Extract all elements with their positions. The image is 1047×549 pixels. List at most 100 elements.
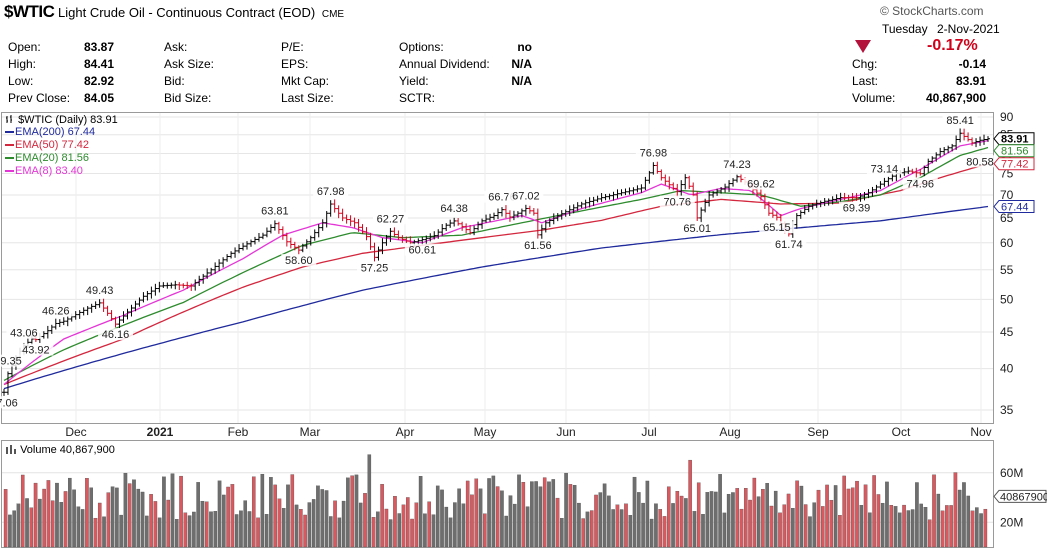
svg-text:40867900: 40867900 <box>1000 491 1047 503</box>
quote3-label-1: EPS: <box>281 57 309 71</box>
quote4-label-0: Options: <box>399 40 444 54</box>
annotation-bg-11 <box>372 212 408 225</box>
month-label-2: Feb <box>228 425 249 439</box>
quote3-label-2: Mkt Cap: <box>281 74 330 88</box>
price-annotation-15: 67.02 <box>512 190 540 202</box>
quote4-value-1: N/A <box>511 57 532 71</box>
price-annotation-26: 74.96 <box>907 179 935 191</box>
axis-tag-2: 77.42 <box>993 157 1035 171</box>
month-label-4: Apr <box>396 425 415 439</box>
annotation-bg-25 <box>866 162 902 175</box>
quote5-value-1: 83.91 <box>955 74 986 88</box>
down-arrow-icon <box>855 40 871 53</box>
price-annotation-22: 65.15 <box>763 222 791 234</box>
annotation-bg-10 <box>356 261 392 274</box>
quote4-label-3: SCTR: <box>399 91 435 105</box>
price-tick-65: 65 <box>1000 211 1014 225</box>
annotation-bg-18 <box>659 195 695 208</box>
price-annotation-7: 63.81 <box>261 206 289 218</box>
ema-legend: EMA(200) 67.44 EMA(50) 77.42 EMA(20) 81.56… <box>5 126 95 178</box>
month-label-7: Jul <box>641 425 656 439</box>
price-tick-35: 35 <box>1000 403 1014 417</box>
ohlc-bars-icon <box>5 115 15 124</box>
ema-legend-swatch-0 <box>5 131 14 134</box>
price-annotation-10: 57.25 <box>361 262 389 274</box>
axis-tag-0: 83.91 <box>993 132 1035 146</box>
chart-header-title: $WTIC Light Crude Oil - Continuous Contr… <box>4 2 344 22</box>
annotation-bg-21 <box>743 177 779 190</box>
annotation-bg-26 <box>902 177 938 190</box>
svg-text:83.91: 83.91 <box>1001 134 1029 146</box>
annotation-bg-9 <box>313 185 349 198</box>
quote-value-1: 84.41 <box>84 57 115 71</box>
price-annotation-24: 69.39 <box>843 203 871 215</box>
quote2-label-2: Bid: <box>164 74 185 88</box>
price-tick-40: 40 <box>1000 362 1014 376</box>
axis-tag-3: 67.44 <box>993 200 1035 214</box>
axis-tag-1: 81.56 <box>993 144 1035 158</box>
price-annotation-27: 85.41 <box>946 115 974 127</box>
price-annotation-8: 58.60 <box>285 255 313 267</box>
ema-legend-1: EMA(50) 77.42 <box>5 139 95 152</box>
annotation-bg-22 <box>759 221 795 234</box>
price-annotation-19: 65.01 <box>683 223 711 235</box>
month-label-8: Aug <box>719 425 740 439</box>
svg-text:77.42: 77.42 <box>1001 159 1029 171</box>
annotation-bg-16 <box>520 238 556 251</box>
change-percent: -0.17% <box>927 37 978 54</box>
price-annotation-6: 46.16 <box>102 329 130 341</box>
price-annotation-25: 73.14 <box>871 163 899 175</box>
annotation-bg-23 <box>771 237 807 250</box>
month-label-6: Jun <box>556 425 575 439</box>
ema-legend-label-0: EMA(200) 67.44 <box>15 126 96 138</box>
price-annotation-4: 46.26 <box>42 305 70 317</box>
price-panel <box>1 112 994 424</box>
annotation-bg-28 <box>962 155 998 168</box>
quote5-label-0: Chg: <box>852 57 878 71</box>
price-annotation-11: 62.27 <box>377 213 405 225</box>
annotation-bg-5 <box>82 283 118 296</box>
month-label-1: 2021 <box>147 425 174 439</box>
ema-legend-0: EMA(200) 67.44 <box>5 126 95 139</box>
price-annotation-12: 60.61 <box>409 245 437 257</box>
quote3-label-3: Last Size: <box>281 91 334 105</box>
price-tick-45: 45 <box>1000 325 1014 339</box>
quote-value-0: 83.87 <box>84 40 115 54</box>
brand-watermark: © StockCharts.com <box>880 4 984 18</box>
annotation-bg-7 <box>257 204 293 217</box>
ema-legend-swatch-1 <box>5 144 14 147</box>
volume-tick-1: 60M <box>1000 466 1023 480</box>
volume-legend: Volume 40,867,900 <box>5 443 115 456</box>
ema-legend-swatch-2 <box>5 157 14 160</box>
quote-label-1: High: <box>8 57 37 71</box>
svg-text:81.56: 81.56 <box>1001 146 1029 158</box>
price-chart: 354045505560657075808590Dec2021FebMarApr… <box>0 110 1035 439</box>
quote5-value-0: -0.14 <box>958 57 986 71</box>
price-annotation-21: 69.62 <box>747 179 775 191</box>
price-annotation-16: 61.56 <box>524 240 552 252</box>
quote-day: Tuesday <box>882 22 928 36</box>
quote4-label-1: Annual Dividend: <box>399 57 490 71</box>
price-annotation-0: 37.06 <box>0 397 18 409</box>
volume-last-tag: 40867900 <box>993 489 1047 503</box>
ema-legend-label-1: EMA(50) 77.42 <box>15 139 89 151</box>
month-label-0: Dec <box>65 425 86 439</box>
price-annotation-18: 70.76 <box>663 197 691 209</box>
annotation-bg-8 <box>281 254 317 267</box>
price-annotation-13: 64.38 <box>440 203 468 215</box>
ema-legend-2: EMA(20) 81.56 <box>5 152 95 165</box>
price-tick-60: 60 <box>1000 236 1014 250</box>
price-tick-70: 70 <box>1000 188 1014 202</box>
ema-legend-3: EMA(8) 83.40 <box>5 165 95 178</box>
annotation-bg-12 <box>404 243 440 256</box>
annotation-bg-13 <box>436 201 472 214</box>
ema-line-ema8 <box>3 139 989 386</box>
price-annotation-1: 39.35 <box>0 356 22 368</box>
volume-bars <box>3 454 988 548</box>
quote3-label-0: P/E: <box>281 40 304 54</box>
quote-label-2: Low: <box>8 74 34 88</box>
quote-value-2: 82.92 <box>84 74 115 88</box>
annotation-bg-17 <box>635 146 671 159</box>
annotation-bg-2 <box>6 326 42 339</box>
